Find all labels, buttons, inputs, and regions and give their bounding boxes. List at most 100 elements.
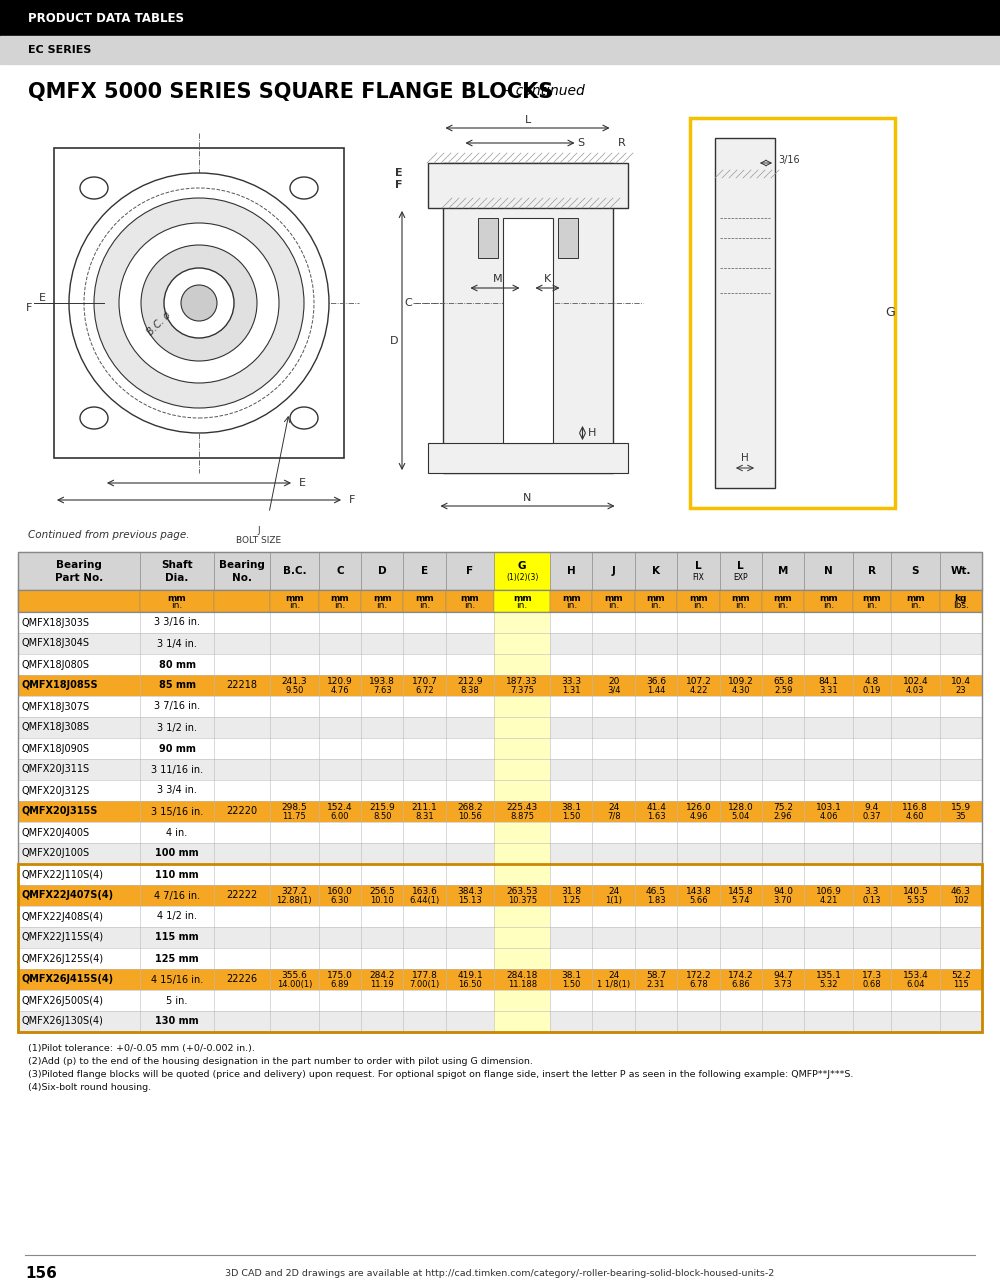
- Text: 1.83: 1.83: [647, 896, 665, 905]
- Text: mm: mm: [689, 594, 708, 603]
- Text: 3D CAD and 2D drawings are available at http://cad.timken.com/category/-roller-b: 3D CAD and 2D drawings are available at …: [225, 1268, 775, 1277]
- Bar: [18, 590, 140, 612]
- Text: 31.8: 31.8: [561, 887, 581, 896]
- Circle shape: [94, 198, 304, 408]
- Bar: [140, 552, 214, 590]
- Circle shape: [181, 285, 217, 321]
- Text: 94.7: 94.7: [773, 972, 793, 980]
- Bar: [18, 948, 982, 969]
- Bar: [214, 552, 270, 590]
- Text: F: F: [466, 566, 474, 576]
- Bar: [361, 552, 403, 590]
- Text: 1.50: 1.50: [562, 979, 580, 988]
- Text: 10.10: 10.10: [370, 896, 394, 905]
- Text: 10.4: 10.4: [951, 677, 971, 686]
- Bar: [940, 552, 982, 590]
- Text: – continued: – continued: [500, 84, 585, 99]
- Text: 1.44: 1.44: [647, 686, 665, 695]
- Text: 5.04: 5.04: [732, 812, 750, 820]
- Bar: [494, 864, 550, 884]
- Bar: [18, 552, 982, 590]
- Text: 46.5: 46.5: [646, 887, 666, 896]
- Text: 125 mm: 125 mm: [155, 954, 199, 964]
- Text: 84.1: 84.1: [819, 677, 839, 686]
- Text: mm: mm: [461, 594, 479, 603]
- Text: 3 1/4 in.: 3 1/4 in.: [157, 639, 197, 649]
- Text: 90 mm: 90 mm: [159, 744, 196, 754]
- Text: 3.70: 3.70: [774, 896, 792, 905]
- Text: QMFX22J110S(4): QMFX22J110S(4): [21, 869, 103, 879]
- Text: in.: in.: [517, 602, 528, 611]
- Bar: [690, 118, 895, 508]
- Bar: [494, 552, 550, 590]
- Bar: [635, 590, 677, 612]
- Text: 11.75: 11.75: [283, 812, 306, 820]
- Text: 8.50: 8.50: [373, 812, 391, 820]
- Text: 419.1: 419.1: [457, 972, 483, 980]
- Bar: [18, 844, 982, 864]
- Text: in.: in.: [464, 602, 476, 611]
- Text: mm: mm: [330, 594, 349, 603]
- Bar: [804, 552, 853, 590]
- Bar: [361, 590, 403, 612]
- Text: QMFX18J303S: QMFX18J303S: [21, 617, 89, 627]
- Bar: [494, 927, 550, 948]
- Bar: [804, 590, 853, 612]
- Text: (4)Six-bolt round housing.: (4)Six-bolt round housing.: [28, 1083, 151, 1092]
- Text: L: L: [737, 562, 744, 571]
- Text: PRODUCT DATA TABLES: PRODUCT DATA TABLES: [28, 12, 184, 24]
- Text: 35: 35: [956, 812, 966, 820]
- Text: 100 mm: 100 mm: [155, 849, 199, 859]
- Bar: [18, 654, 982, 675]
- Bar: [677, 552, 720, 590]
- Text: 1.25: 1.25: [562, 896, 580, 905]
- Text: 16.50: 16.50: [458, 979, 482, 988]
- Text: 9.4: 9.4: [865, 804, 879, 813]
- Bar: [18, 717, 982, 739]
- Text: 1.50: 1.50: [562, 812, 580, 820]
- Text: 140.5: 140.5: [902, 887, 928, 896]
- Text: N: N: [523, 493, 532, 503]
- Text: mm: mm: [373, 594, 392, 603]
- Text: EXP: EXP: [733, 573, 748, 582]
- Text: Bearing: Bearing: [219, 561, 265, 571]
- Bar: [18, 864, 982, 1032]
- Text: 6.44(1): 6.44(1): [409, 896, 440, 905]
- Text: 41.4: 41.4: [646, 804, 666, 813]
- Bar: [494, 612, 550, 634]
- Bar: [270, 590, 319, 612]
- Text: Dia.: Dia.: [165, 573, 189, 582]
- Text: 17.3: 17.3: [862, 972, 882, 980]
- Text: in.: in.: [777, 602, 789, 611]
- Text: 36.6: 36.6: [646, 677, 666, 686]
- Text: 3 7/16 in.: 3 7/16 in.: [154, 701, 200, 712]
- Text: 3.31: 3.31: [819, 686, 838, 695]
- Text: QMFX 5000 SERIES SQUARE FLANGE BLOCKS: QMFX 5000 SERIES SQUARE FLANGE BLOCKS: [28, 82, 553, 102]
- Text: 256.5: 256.5: [369, 887, 395, 896]
- Text: 38.1: 38.1: [561, 972, 581, 980]
- Bar: [478, 218, 498, 259]
- Text: 8.875: 8.875: [510, 812, 534, 820]
- Text: 384.3: 384.3: [457, 887, 483, 896]
- Text: 102.4: 102.4: [903, 677, 928, 686]
- Text: (3)Piloted flange blocks will be quoted (price and delivery) upon request. For o: (3)Piloted flange blocks will be quoted …: [28, 1070, 853, 1079]
- Text: 102: 102: [953, 896, 969, 905]
- Bar: [0, 36, 1000, 64]
- Text: 4.21: 4.21: [819, 896, 838, 905]
- Ellipse shape: [290, 177, 318, 198]
- Text: 116.8: 116.8: [902, 804, 928, 813]
- Text: 3 3/4 in.: 3 3/4 in.: [157, 786, 197, 795]
- Text: 0.68: 0.68: [863, 979, 881, 988]
- Bar: [319, 590, 361, 612]
- Text: 4.22: 4.22: [689, 686, 708, 695]
- Bar: [715, 138, 775, 488]
- Text: in.: in.: [823, 602, 834, 611]
- Text: mm: mm: [774, 594, 792, 603]
- Text: E: E: [395, 168, 403, 178]
- Text: 2.59: 2.59: [774, 686, 792, 695]
- Text: S: S: [912, 566, 919, 576]
- Text: QMFX22J407S(4): QMFX22J407S(4): [21, 891, 113, 901]
- Bar: [494, 590, 550, 612]
- Text: E: E: [421, 566, 428, 576]
- Text: QMFX18J080S: QMFX18J080S: [21, 659, 89, 669]
